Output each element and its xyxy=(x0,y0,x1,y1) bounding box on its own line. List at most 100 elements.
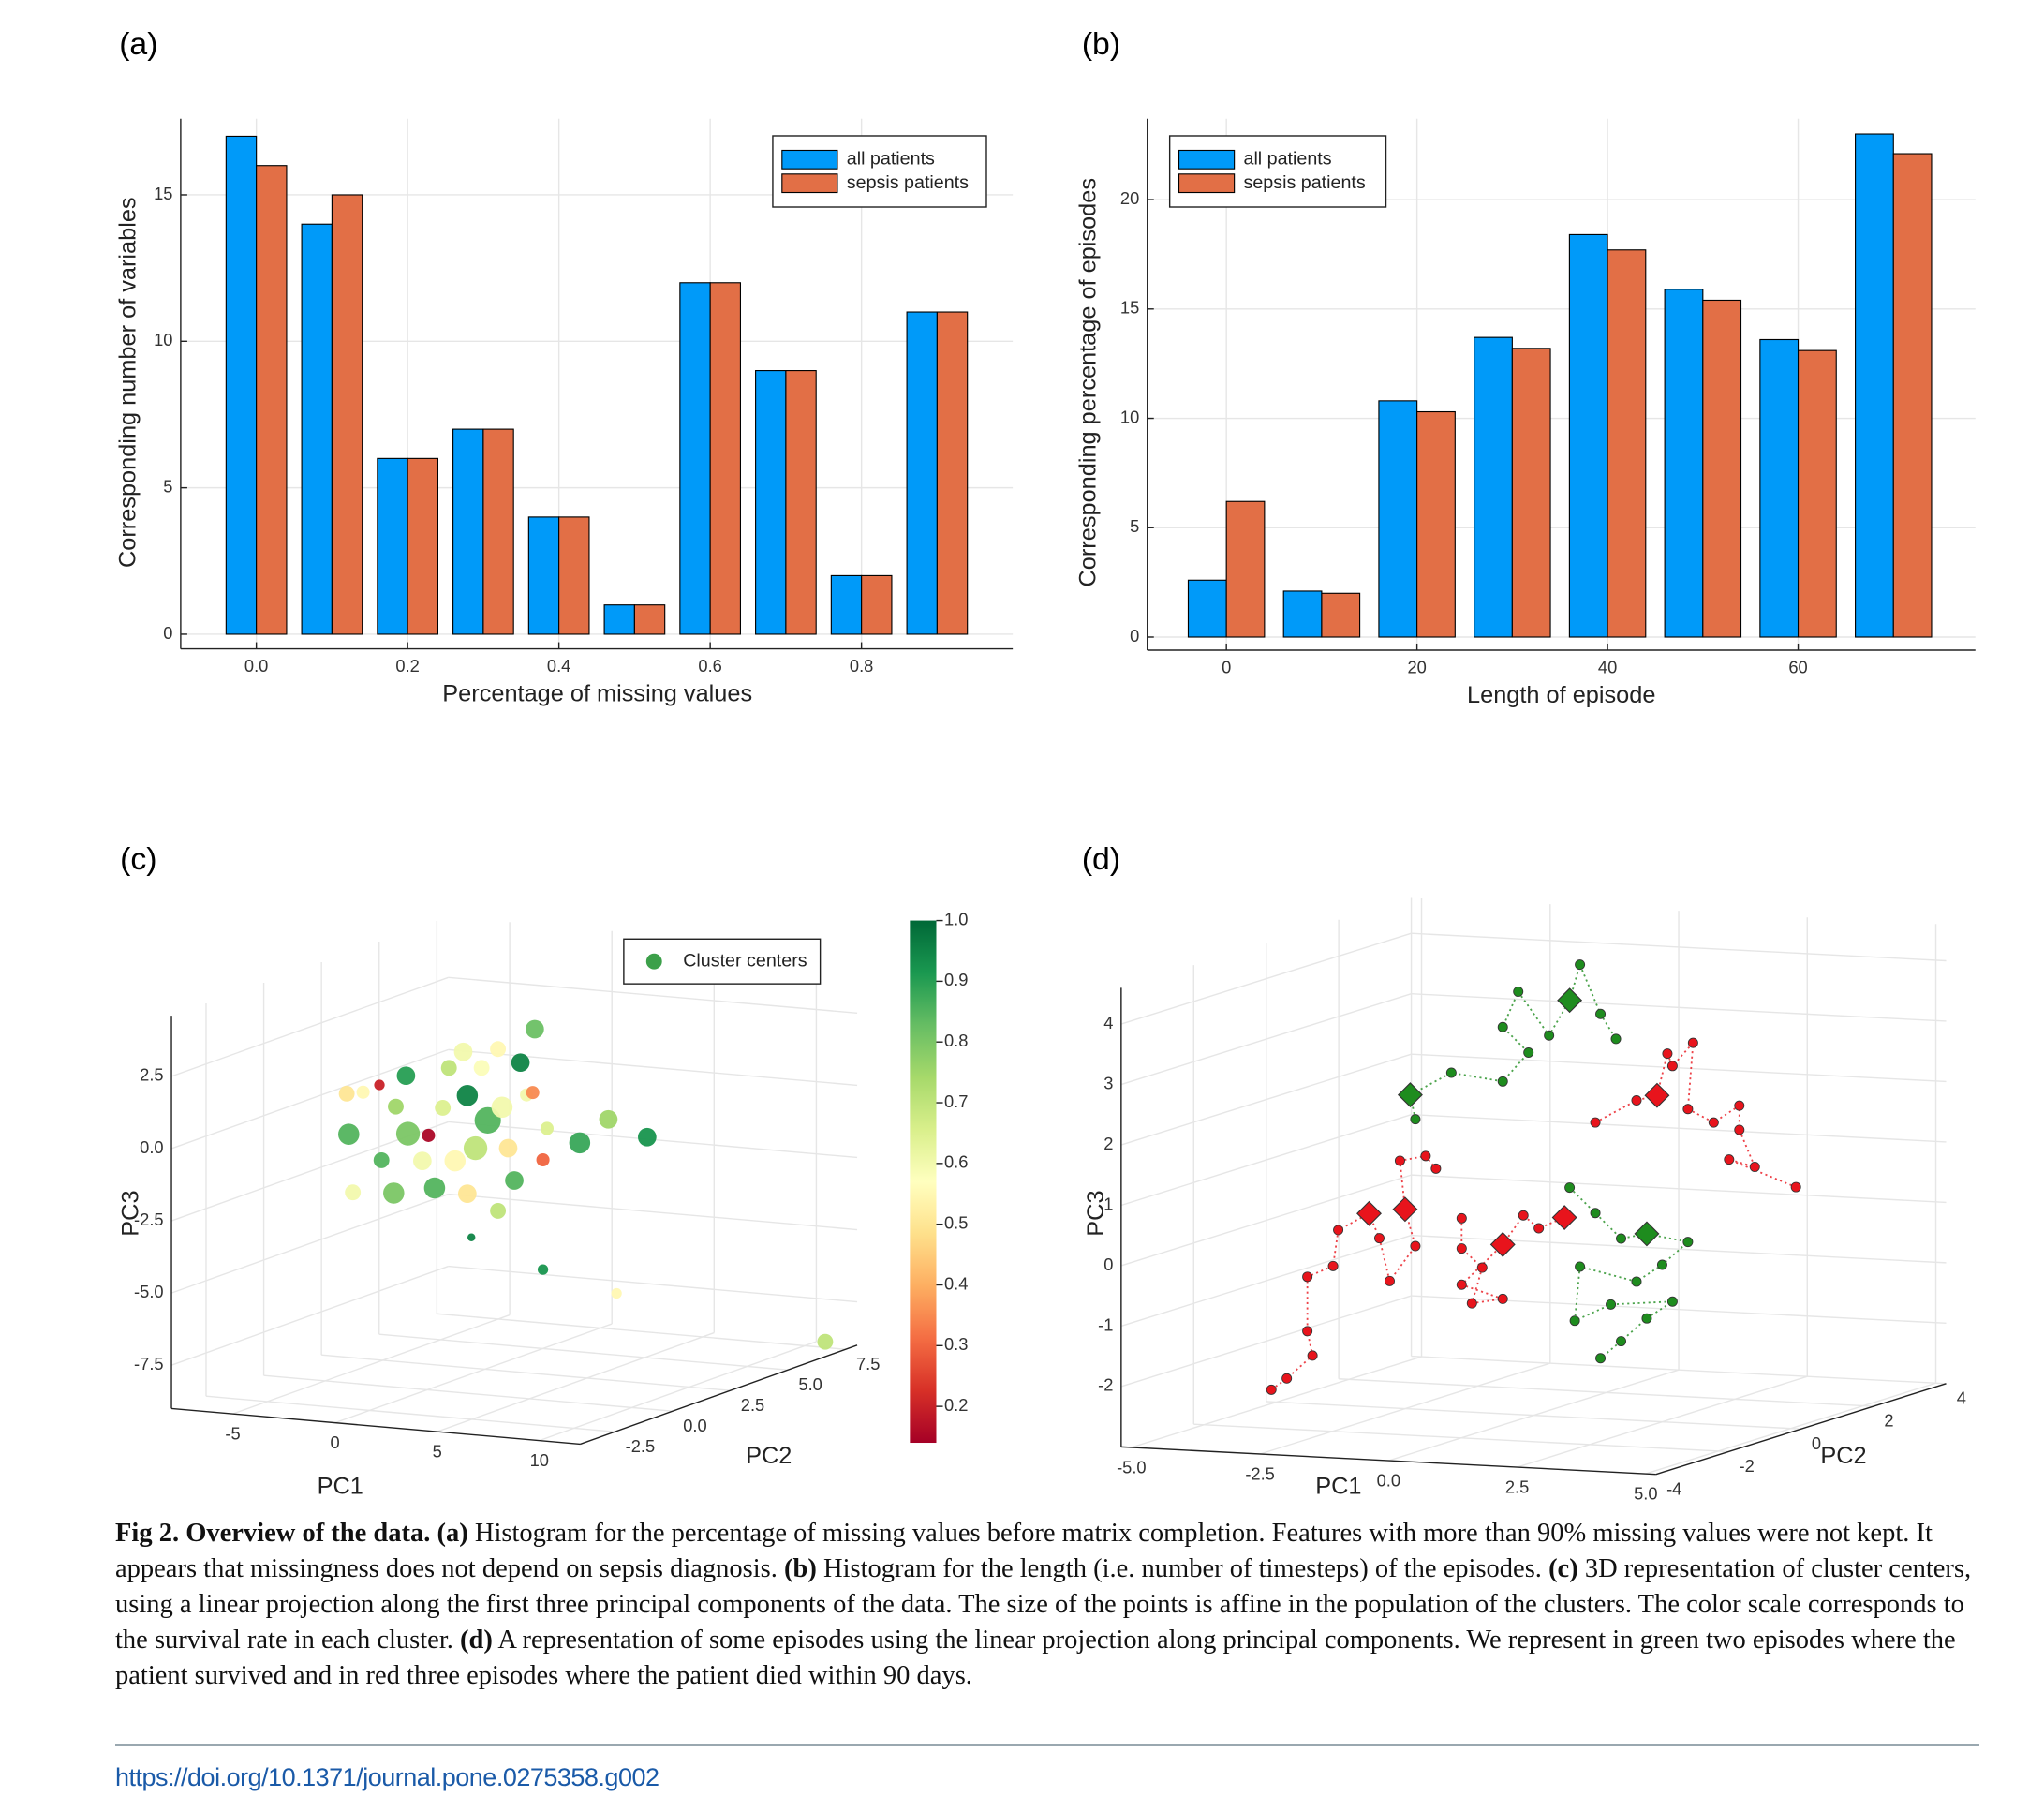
cluster-point xyxy=(396,1066,416,1086)
grid-line xyxy=(378,1333,789,1371)
episode-point xyxy=(1384,1275,1395,1286)
grid-line xyxy=(448,1193,858,1231)
cluster-point xyxy=(498,1138,518,1158)
cluster-point xyxy=(526,1019,544,1039)
episode-point xyxy=(1687,1037,1698,1048)
episode-point xyxy=(1590,1208,1601,1219)
x-axis xyxy=(1120,1446,1656,1476)
x-tick-label: 5 xyxy=(433,1441,442,1461)
cluster-point xyxy=(536,1152,550,1167)
y-tick-label: -2.5 xyxy=(626,1436,656,1456)
legend-label: sepsis patients xyxy=(1243,172,1365,193)
grid-line xyxy=(1339,1378,1874,1407)
x-tick-label: 40 xyxy=(1598,658,1617,677)
x-tick-label: 0.4 xyxy=(547,656,570,675)
grid-line xyxy=(448,976,858,1015)
grid-line xyxy=(539,1341,817,1442)
episode-point xyxy=(1302,1326,1313,1337)
legend-swatch xyxy=(1178,149,1236,170)
grid-line xyxy=(1120,1053,1412,1146)
x-axis xyxy=(170,1407,581,1446)
y-axis-label: Corresponding number of variables xyxy=(115,197,141,568)
y-tick-label: 5 xyxy=(1130,516,1139,536)
cluster-point xyxy=(435,1099,452,1116)
grid-line xyxy=(1411,1355,1947,1385)
bar xyxy=(1225,500,1266,638)
grid-line xyxy=(1120,1174,1412,1267)
episode-point xyxy=(1631,1095,1642,1106)
episode-path xyxy=(1270,1154,1437,1391)
colorbar-tick-label: 0.8 xyxy=(944,1031,968,1050)
episode-path xyxy=(1459,1213,1565,1305)
grid-line xyxy=(1411,992,1947,1022)
bar xyxy=(1892,153,1933,638)
cluster-point xyxy=(511,1053,530,1073)
z-tick-label: 4 xyxy=(1103,1013,1113,1032)
episode-point xyxy=(1641,1313,1652,1324)
legend-label: Cluster centers xyxy=(683,950,807,971)
episode-point xyxy=(1724,1154,1735,1165)
episode-point xyxy=(1708,1117,1719,1128)
cluster-point xyxy=(456,1085,479,1106)
episode-point xyxy=(1616,1233,1627,1244)
bar xyxy=(603,604,635,635)
episode-point xyxy=(1497,1021,1508,1032)
y-tick-label: 0 xyxy=(1130,626,1139,646)
bar xyxy=(936,311,969,635)
y-axis xyxy=(1655,1383,1947,1476)
cluster-point xyxy=(423,1177,446,1199)
bar xyxy=(1759,338,1800,638)
doi-link[interactable]: https://doi.org/10.1371/journal.pone.027… xyxy=(115,1763,659,1791)
episode-point xyxy=(1666,1061,1678,1072)
y-axis xyxy=(580,1344,858,1446)
bar xyxy=(452,428,484,635)
y-axis-label: PC2 xyxy=(1820,1443,1866,1469)
bar xyxy=(1797,349,1837,638)
x-tick-label: 20 xyxy=(1407,658,1426,677)
caption-tag: (a) xyxy=(437,1519,468,1548)
bar xyxy=(861,574,893,635)
bar xyxy=(709,282,742,635)
cluster-point xyxy=(638,1127,657,1147)
bar xyxy=(527,516,560,635)
x-tick-label: 0.8 xyxy=(850,656,873,675)
cluster-point xyxy=(444,1150,467,1172)
legend-marker xyxy=(645,953,662,970)
cluster-point xyxy=(490,1202,507,1219)
episode-path xyxy=(1568,1186,1690,1359)
grid-line xyxy=(1411,1053,1947,1083)
grid-line xyxy=(448,1265,858,1303)
x-tick-label: 0.0 xyxy=(1377,1470,1400,1490)
bar xyxy=(830,574,863,635)
cluster-point xyxy=(338,1123,360,1145)
episode-point xyxy=(1564,1182,1576,1194)
bar xyxy=(1702,299,1742,638)
bar xyxy=(301,223,333,635)
grid-line xyxy=(1120,1295,1412,1388)
grid-line xyxy=(1120,1113,1412,1207)
bar xyxy=(906,311,938,635)
cluster-point xyxy=(599,1109,618,1129)
bar xyxy=(1855,133,1894,638)
episode-point xyxy=(1410,1240,1421,1252)
bar xyxy=(558,516,590,635)
x-tick-label: 0 xyxy=(1222,658,1231,677)
cluster-point xyxy=(463,1135,488,1161)
caption-title: Overview of the data. xyxy=(185,1519,431,1548)
colorbar-tick-label: 0.2 xyxy=(944,1395,968,1415)
episode-point xyxy=(1682,1237,1694,1248)
x-tick-label: 0.6 xyxy=(698,656,721,675)
cluster-point xyxy=(491,1096,513,1119)
panel-label: (b) xyxy=(1082,26,1120,62)
episode-point xyxy=(1662,1048,1673,1060)
episode-center xyxy=(1551,1205,1577,1230)
bar xyxy=(407,457,439,635)
cluster-point xyxy=(526,1086,540,1100)
cluster-point xyxy=(422,1128,436,1142)
episode-point xyxy=(1790,1181,1801,1193)
z-tick-label: 2 xyxy=(1103,1134,1113,1153)
caption-tag: (b) xyxy=(784,1554,817,1583)
episode-point xyxy=(1373,1233,1385,1244)
episode-point xyxy=(1518,1210,1529,1221)
caption: Fig 2. Overview of the data. (a) Histogr… xyxy=(115,1516,1984,1694)
